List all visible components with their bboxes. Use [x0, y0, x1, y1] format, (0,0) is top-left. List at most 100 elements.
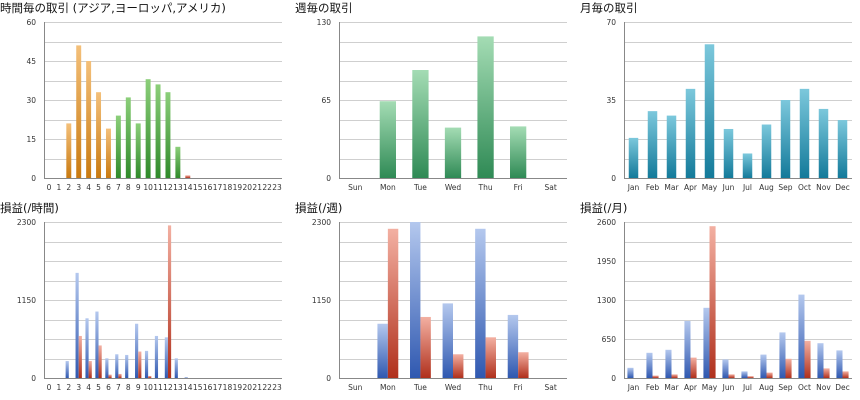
- x-tick-label: 21: [252, 183, 262, 192]
- x-tick-label: Nov: [816, 183, 831, 192]
- bar: [66, 123, 72, 178]
- y-tick-label: 0: [611, 374, 616, 383]
- bar: [685, 88, 696, 178]
- bar: [477, 36, 494, 179]
- bar: [728, 374, 735, 378]
- x-tick-label: Sat: [545, 383, 557, 392]
- bar: [779, 332, 786, 378]
- x-tick-label: Oct: [798, 183, 811, 192]
- chart-title: 月毎の取引: [580, 1, 638, 15]
- x-tick-label: 6: [106, 183, 111, 192]
- y-tick-label: 2300: [312, 218, 331, 227]
- x-tick-label: Jul: [742, 383, 752, 392]
- x-tick-label: Mar: [664, 383, 679, 392]
- bar: [817, 343, 824, 378]
- x-tick-label: Mar: [664, 183, 679, 192]
- bar: [85, 318, 89, 378]
- x-tick-label: 7: [116, 383, 121, 392]
- bar: [671, 374, 678, 378]
- x-tick-label: 12: [163, 183, 173, 192]
- bar: [165, 92, 171, 178]
- x-tick-label: 14: [183, 183, 193, 192]
- hourly-trades-chart: 時間毎の取引 (アジア,ヨーロッパ,アメリカ) 0 15 30 45 60 0 1 2 3 4 5 6…: [0, 0, 290, 200]
- weekly-trades-chart: 週毎の取引 0 65 130 Sun Mon Tue Wed Thu Fri Sat: [295, 0, 575, 200]
- x-tick-label: 23: [272, 383, 282, 392]
- y-tick-label: 1300: [597, 296, 616, 305]
- x-tick-label: 9: [136, 383, 141, 392]
- bar: [105, 358, 109, 378]
- x-tick-label: 11: [153, 183, 163, 192]
- x-tick-label: Tue: [413, 183, 427, 192]
- bar: [78, 335, 82, 378]
- bar: [167, 225, 172, 378]
- x-tick-label: 3: [76, 183, 81, 192]
- x-tick-label: 9: [136, 183, 141, 192]
- bar: [105, 128, 111, 178]
- bar: [742, 153, 753, 178]
- x-tick-label: Nov: [816, 383, 831, 392]
- bar: [115, 354, 119, 378]
- bar: [785, 358, 792, 378]
- x-tick-label: 7: [116, 183, 121, 192]
- bar: [98, 345, 102, 378]
- x-tick-label: 6: [106, 383, 111, 392]
- y-tick-label: 0: [31, 374, 36, 383]
- bar: [665, 349, 672, 378]
- y-tick-label: 30: [26, 96, 36, 105]
- x-tick-label: Jun: [722, 383, 735, 392]
- hourly-pnl-chart: 損益(/時間) 0 1150 2300 0 1 2 3 4 5 6 7 8 9 10 11 12 13 14 15 1…: [0, 200, 290, 400]
- bar: [115, 115, 121, 178]
- x-tick-label: 20: [243, 383, 253, 392]
- x-tick-label: Thu: [478, 383, 493, 392]
- y-tick-label: 0: [326, 174, 331, 183]
- x-tick-label: 1: [56, 183, 61, 192]
- bar: [155, 84, 161, 178]
- x-tick-label: 19: [233, 183, 243, 192]
- x-tick-label: 20: [243, 183, 253, 192]
- x-tick-label: 5: [96, 183, 101, 192]
- bar: [185, 175, 191, 178]
- x-tick-label: Aug: [759, 383, 774, 392]
- bar: [86, 61, 92, 178]
- x-tick-label: Feb: [646, 183, 660, 192]
- bar: [510, 126, 527, 178]
- x-tick-label: Mon: [380, 183, 396, 192]
- monthly-trades-chart: 月毎の取引 0 35 70 Jan Feb Mar Apr May Jun Jul Aug Sep Oc…: [580, 0, 860, 200]
- bar: [475, 228, 486, 378]
- bar: [804, 340, 811, 378]
- bar: [836, 350, 843, 378]
- bar: [703, 307, 710, 378]
- bar: [747, 376, 754, 378]
- bar: [65, 361, 69, 378]
- x-tick-label: 10: [143, 183, 153, 192]
- bar: [823, 368, 830, 378]
- bar: [628, 137, 639, 178]
- bar: [666, 115, 677, 178]
- x-tick-label: 23: [272, 183, 282, 192]
- x-tick-label: Fri: [514, 183, 523, 192]
- bar: [125, 97, 131, 178]
- chart-title: 損益(/週): [295, 201, 343, 215]
- chart-title: 損益(/時間): [0, 201, 59, 215]
- bar: [135, 323, 139, 378]
- x-tick-label: 2: [66, 183, 71, 192]
- x-tick-label: 17: [213, 383, 223, 392]
- y-tick-label: 1950: [597, 257, 616, 266]
- bar: [723, 128, 734, 178]
- bar: [818, 108, 829, 178]
- bar: [646, 352, 653, 378]
- bar: [420, 316, 431, 378]
- x-tick-label: 5: [96, 383, 101, 392]
- x-tick-label: 3: [76, 383, 81, 392]
- bar: [627, 367, 634, 378]
- x-tick-label: 4: [86, 383, 91, 392]
- bar: [704, 44, 715, 179]
- bar: [507, 314, 519, 378]
- x-tick-label: 12: [163, 383, 173, 392]
- bar: [741, 371, 748, 378]
- bar: [144, 350, 149, 378]
- bar: [164, 337, 168, 378]
- x-tick-label: Sun: [348, 183, 363, 192]
- bar: [485, 337, 496, 378]
- x-tick-label: Wed: [445, 383, 462, 392]
